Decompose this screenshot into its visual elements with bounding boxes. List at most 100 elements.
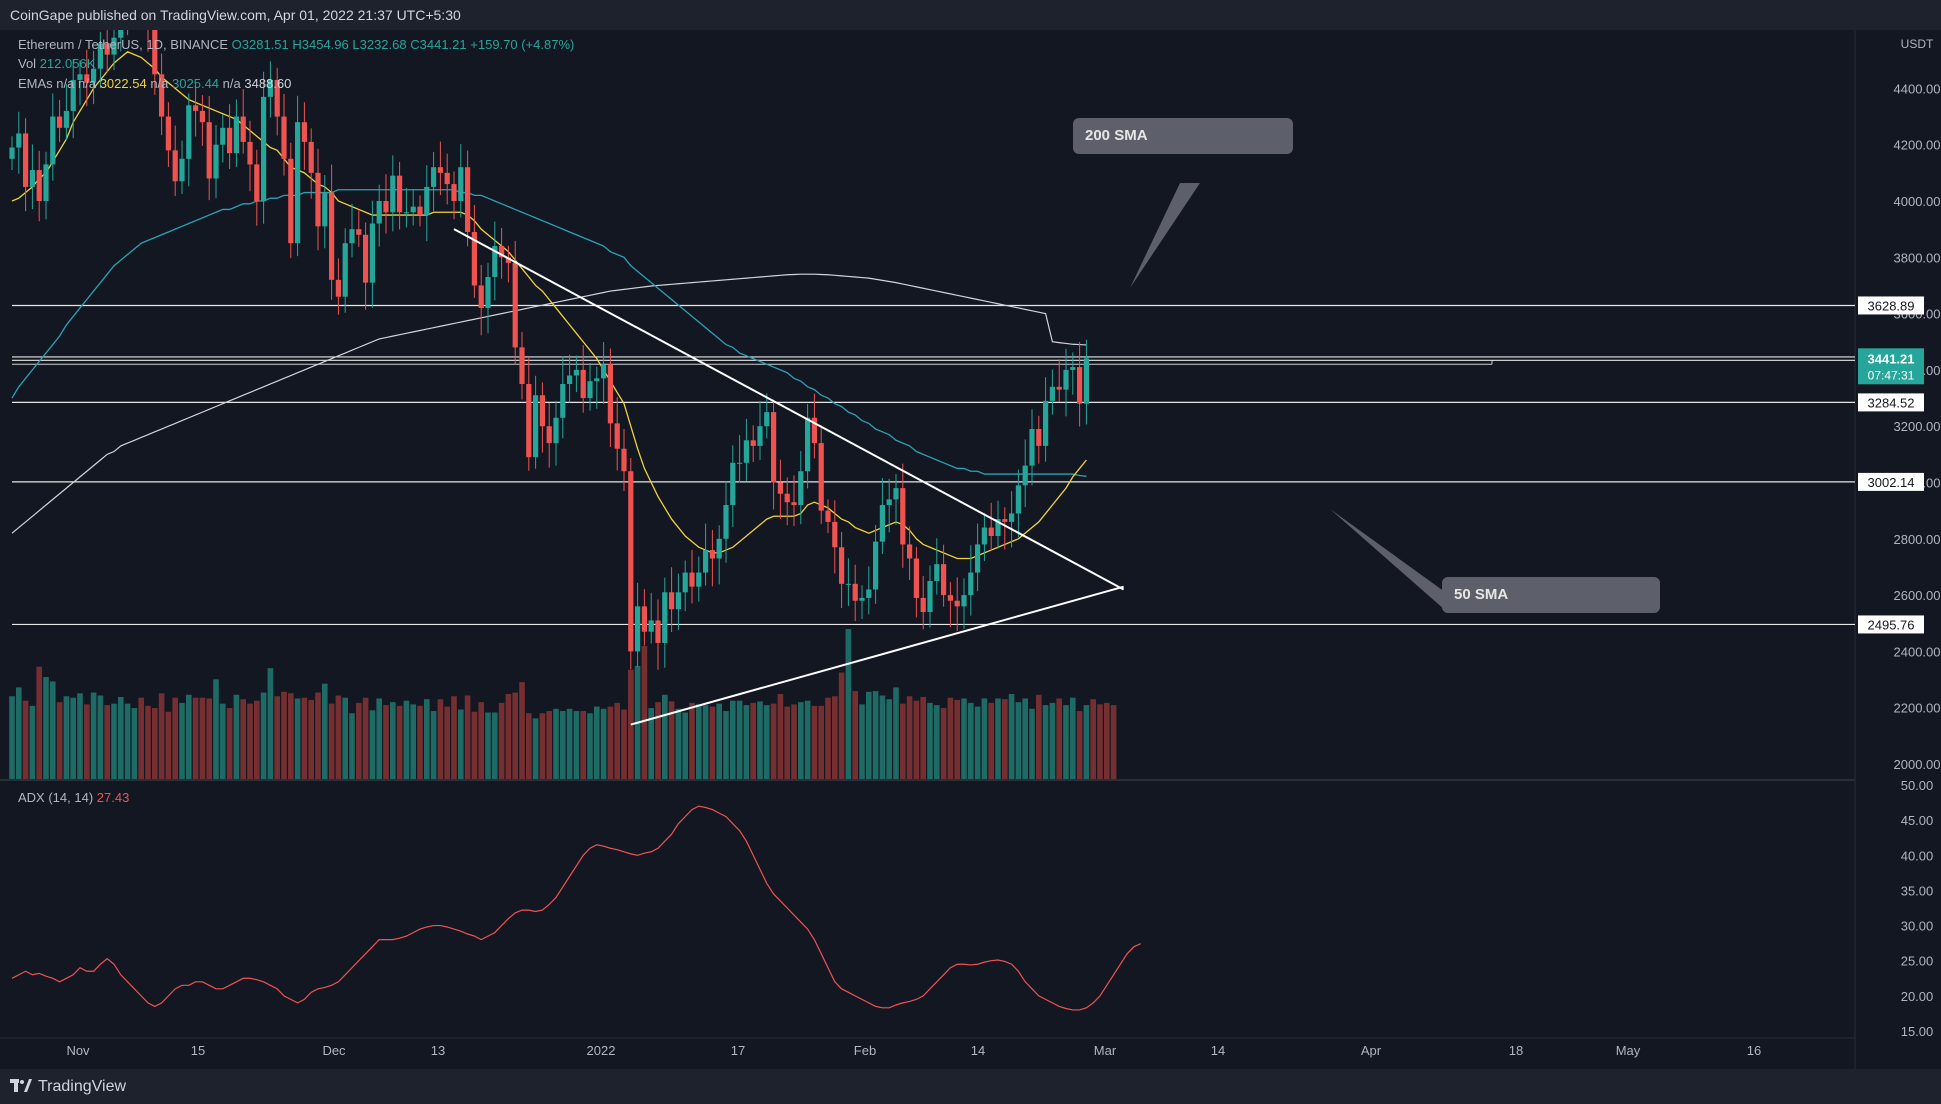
volume-bar xyxy=(179,702,185,779)
legend-symbol-row: Ethereum / TetherUS, 1D, BINANCE O3281.5… xyxy=(18,37,574,52)
candle-body xyxy=(274,79,280,117)
tradingview-logo-icon[interactable] xyxy=(10,1077,32,1095)
candle-body xyxy=(811,417,817,444)
adx-tick-label: 50.00 xyxy=(1901,778,1934,793)
candle-body xyxy=(1009,513,1015,522)
candle-body xyxy=(213,144,219,179)
candle-body xyxy=(261,96,267,201)
volume-label[interactable]: Vol xyxy=(18,56,37,71)
candle-body xyxy=(1029,429,1035,466)
ohlc-change: +159.70 (+4.87%) xyxy=(470,37,575,52)
ma-label[interactable]: EMAs xyxy=(18,76,53,91)
candle-body xyxy=(913,558,919,598)
volume-bar xyxy=(723,711,729,779)
volume-bar xyxy=(641,645,648,779)
price-tick-label: 4400.00 xyxy=(1894,81,1941,96)
candle-body xyxy=(397,175,403,213)
volume-bar xyxy=(784,706,790,779)
candle-body xyxy=(975,544,981,573)
volume-bar xyxy=(111,703,117,779)
candle-body xyxy=(879,505,885,542)
candle-body xyxy=(451,184,457,201)
price-chart[interactable]: 2000.002200.002400.002600.002800.003000.… xyxy=(0,30,1941,1069)
candle-body xyxy=(798,471,804,506)
volume-bar xyxy=(390,702,396,779)
candle-body xyxy=(1070,367,1076,370)
volume-bar xyxy=(417,705,423,779)
volume-bar xyxy=(893,687,899,779)
volume-bar xyxy=(859,704,865,779)
volume-bar xyxy=(288,693,294,779)
time-tick-label: Dec xyxy=(322,1043,346,1058)
volume-bar xyxy=(1104,702,1110,779)
candle-body xyxy=(845,583,851,585)
volume-bar xyxy=(811,705,818,779)
publisher-bar: CoinGape published on TradingView.com, A… xyxy=(0,0,1941,30)
volume-bar xyxy=(172,697,178,779)
price-label-text: 3628.89 xyxy=(1868,298,1915,313)
candle-body xyxy=(220,127,226,145)
candle-body xyxy=(723,505,729,539)
candle-body xyxy=(301,122,307,142)
candle-body xyxy=(621,448,627,472)
candle-body xyxy=(84,74,90,83)
price-tick-label: 2200.00 xyxy=(1894,701,1941,716)
legend-ma-row: EMAs n/a n/a 3022.54 n/a 3025.44 n/a 348… xyxy=(18,76,291,91)
ma-value-2: n/a xyxy=(78,76,97,91)
volume-bar xyxy=(240,699,246,779)
volume-bar xyxy=(226,708,233,779)
volume-bar xyxy=(553,708,559,779)
candle-body xyxy=(689,572,695,587)
candle-body xyxy=(839,547,845,584)
volume-bar xyxy=(383,705,389,779)
candle-body xyxy=(77,74,83,80)
candle-body xyxy=(417,206,423,216)
candle-body xyxy=(757,426,763,446)
candle-body xyxy=(594,378,600,382)
ohlc-high: H3454.96 xyxy=(292,37,349,52)
candle-body xyxy=(546,426,552,444)
price-label-box xyxy=(1858,472,1924,491)
candle-body xyxy=(172,150,178,182)
volume-bar xyxy=(84,704,90,779)
candle-body xyxy=(1049,386,1055,401)
volume-bar xyxy=(152,708,158,779)
candle-body xyxy=(750,440,756,446)
volume-bar xyxy=(485,712,491,779)
adx-label[interactable]: ADX (14, 14) xyxy=(18,790,94,805)
volume-bar xyxy=(1110,705,1117,779)
volume-bar xyxy=(594,706,600,779)
volume-bar xyxy=(213,679,219,779)
candle-body xyxy=(859,597,865,601)
candle-body xyxy=(254,164,260,201)
time-tick-label: Feb xyxy=(854,1043,876,1058)
volume-bar xyxy=(995,698,1001,779)
candle-body xyxy=(458,167,464,201)
time-tick-label: 2022 xyxy=(587,1043,616,1058)
current-price-text: 3441.21 xyxy=(1868,351,1915,366)
candle-body xyxy=(118,30,124,38)
candle-body xyxy=(43,164,49,201)
candle-body xyxy=(709,550,715,559)
volume-bar xyxy=(131,708,138,779)
candle-body xyxy=(437,167,443,173)
volume-bar xyxy=(396,705,403,779)
candle-body xyxy=(308,141,314,173)
volume-bar xyxy=(369,710,376,779)
volume-bar xyxy=(233,694,240,779)
candle-body xyxy=(573,369,579,376)
volume-bar xyxy=(798,702,804,779)
volume-bar xyxy=(607,706,614,779)
volume-bar xyxy=(512,692,518,779)
candle-body xyxy=(159,74,165,117)
volume-bar xyxy=(546,711,552,779)
volume-bar xyxy=(77,693,83,779)
candle-body xyxy=(954,600,960,607)
brand-name[interactable]: TradingView xyxy=(38,1078,127,1095)
symbol-title[interactable]: Ethereum / TetherUS, 1D, BINANCE xyxy=(18,37,229,52)
volume-bar xyxy=(186,694,192,779)
volume-bar xyxy=(437,699,444,779)
candle-body xyxy=(1043,400,1049,446)
volume-bar xyxy=(342,697,348,779)
volume-bar xyxy=(526,713,532,779)
